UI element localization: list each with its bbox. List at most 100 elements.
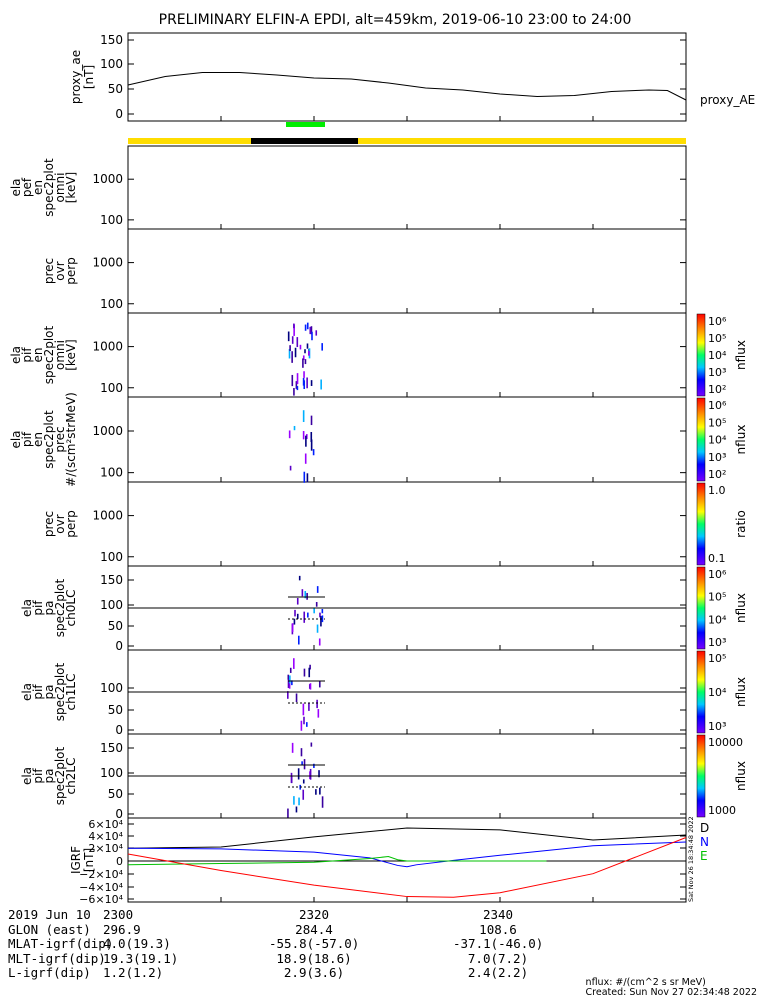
spectrogram-pixel (296, 386, 299, 391)
y-tick-label: 1000 (92, 424, 123, 438)
y-tick-label: 0 (115, 807, 123, 821)
spectrogram-pixel (293, 388, 295, 396)
spectrogram-pixel (306, 377, 308, 389)
chart-title: PRELIMINARY ELFIN-A EPDI, alt=459km, 201… (159, 12, 632, 28)
spectrogram-pixel (312, 449, 315, 456)
y-tick-label: 50 (108, 703, 123, 717)
spectrogram-pixel (309, 683, 312, 690)
y-axis-label: spec2plot (42, 325, 56, 384)
proxy-ae-line (127, 72, 687, 101)
spectrogram-pixel (306, 343, 309, 349)
y-axis-label: IGRF (69, 846, 83, 874)
ephemeris-value: 2320 (298, 907, 330, 922)
colorbar-tick-label: 1.0 (708, 484, 726, 497)
y-axis-label: ela (9, 346, 23, 364)
created-timestamp: Created: Sun Nov 27 02:34:48 2022 (585, 987, 757, 998)
panel-frame-proxy_ae (127, 32, 687, 122)
colorbar-tick-label: 10⁴ (708, 686, 727, 699)
colorbar-tick-label: 10⁵ (708, 652, 726, 665)
spectrogram-pixel (302, 355, 305, 361)
spectrogram-pixel (291, 374, 294, 387)
ephemeris-label: L-igrf(dip) (8, 965, 91, 981)
ephemeris-row: 2019 Jun 10 2300 2320 2340 (8, 907, 513, 923)
y-tick-label: 150 (100, 573, 123, 587)
spectrogram-pixel (288, 349, 291, 359)
spectrogram-pixel (304, 453, 307, 464)
y-tick-label: 100 (100, 57, 123, 71)
y-axis-label: ela (20, 599, 34, 617)
colorbar-label: nflux (734, 425, 748, 455)
y-axis-label: en (31, 432, 45, 447)
y-axis-label: [keV] (64, 339, 78, 370)
spectrogram-pixel (321, 343, 323, 351)
igrf-series-line (127, 856, 547, 866)
y-tick-label: 0 (115, 107, 123, 121)
colorbar-ela_pif_prec_ovr_perp (696, 482, 706, 566)
spectrogram-pixel (287, 674, 290, 680)
spectrogram-pixel (300, 748, 303, 757)
spectrogram-pixel (317, 709, 320, 718)
spectrogram-pixel (297, 635, 300, 645)
colorbar-tick-label: 10² (708, 383, 726, 396)
spectrogram-pixel (302, 789, 305, 800)
spectrogram-pixel (291, 680, 293, 686)
y-axis-label: perp (64, 257, 78, 285)
spectrogram-pixel (318, 638, 321, 646)
y-tick-label: 1000 (92, 340, 123, 354)
spectrogram-pixel (287, 679, 290, 688)
ephemeris-value: 2.9(3.6) (283, 965, 345, 981)
spectrogram-pixel (303, 380, 306, 390)
y-tick-label: 6×10⁴ (88, 818, 123, 831)
spectrogram-pixel (304, 324, 307, 331)
spectrogram-pixel (294, 347, 297, 358)
spectrogram-pixel (304, 349, 306, 354)
y-axis-label: [keV] (64, 172, 78, 203)
spectrogram-pixel (302, 779, 305, 784)
spectrogram-pixel (289, 667, 292, 673)
ephemeris-row: L-igrf(dip) 1.2(1.2) 2.9(3.6) 2.4(2.2) (8, 965, 528, 981)
y-axis-label: ch0LC (64, 590, 78, 627)
igrf-series-line (127, 837, 687, 898)
colorbar-label: nflux (734, 761, 748, 791)
spectrogram-pixel (311, 331, 313, 341)
ephemeris-value: 2340 (482, 907, 514, 922)
y-tick-label: 1000 (92, 172, 123, 186)
y-tick-label: 100 (100, 381, 123, 395)
y-axis-label: spec2plot (53, 662, 67, 721)
spectrogram-pixel (293, 796, 295, 805)
spectrogram-pixel (303, 716, 305, 725)
colorbar-tick-label: 10³ (708, 451, 726, 464)
spectrogram-pixel (291, 336, 294, 344)
ephemeris-value: 1.2(1.2) (103, 965, 164, 981)
colorbar-tick-label: 10⁴ (708, 349, 727, 362)
spectrogram-pixel (308, 667, 311, 678)
spectrogram-pixel (321, 796, 324, 808)
ephemeris-label: MLT-igrf(dip) (8, 950, 106, 966)
colorbar-tick-label: 10⁶ (708, 315, 727, 328)
y-tick-label: 0 (115, 639, 123, 653)
y-axis-label: prec (53, 426, 67, 452)
y-axis-label: spec2plot (42, 158, 56, 217)
spectrogram-pixel (303, 471, 306, 483)
igrf-legend-entry: D (700, 821, 709, 835)
y-axis-label: ela (20, 767, 34, 785)
spectrogram-pixel (310, 326, 313, 335)
panel-frame-ela_pif_prec_ovr_perp (127, 481, 687, 567)
ephemeris-table: 2019 Jun 10 2300 2320 2340 GLON (east) 296.9 2… (8, 907, 543, 981)
spectrogram-pixel (304, 359, 307, 365)
colorbar-tick-label: 10³ (708, 366, 726, 379)
spectrogram-pixel (306, 434, 308, 440)
spectrogram-pixel (291, 742, 294, 753)
colorbar-tick-label: 10³ (708, 720, 726, 733)
spectrogram-pixel (299, 344, 302, 350)
colorbar-label: ratio (734, 510, 748, 538)
panel-frame-ela_pif_en_omni (127, 312, 687, 398)
spectrogram-pixel (291, 623, 294, 632)
y-axis-label: pef (20, 177, 34, 197)
spectrogram-pixel (313, 607, 315, 614)
spectrogram-pixel (294, 609, 296, 617)
proxy-ae-series-label: proxy_AE (700, 93, 755, 107)
panel-frame-ela_pef_prec_ovr_perp (127, 228, 687, 314)
spectrogram-pixel (318, 770, 320, 778)
spectrogram-pixel (303, 759, 306, 770)
